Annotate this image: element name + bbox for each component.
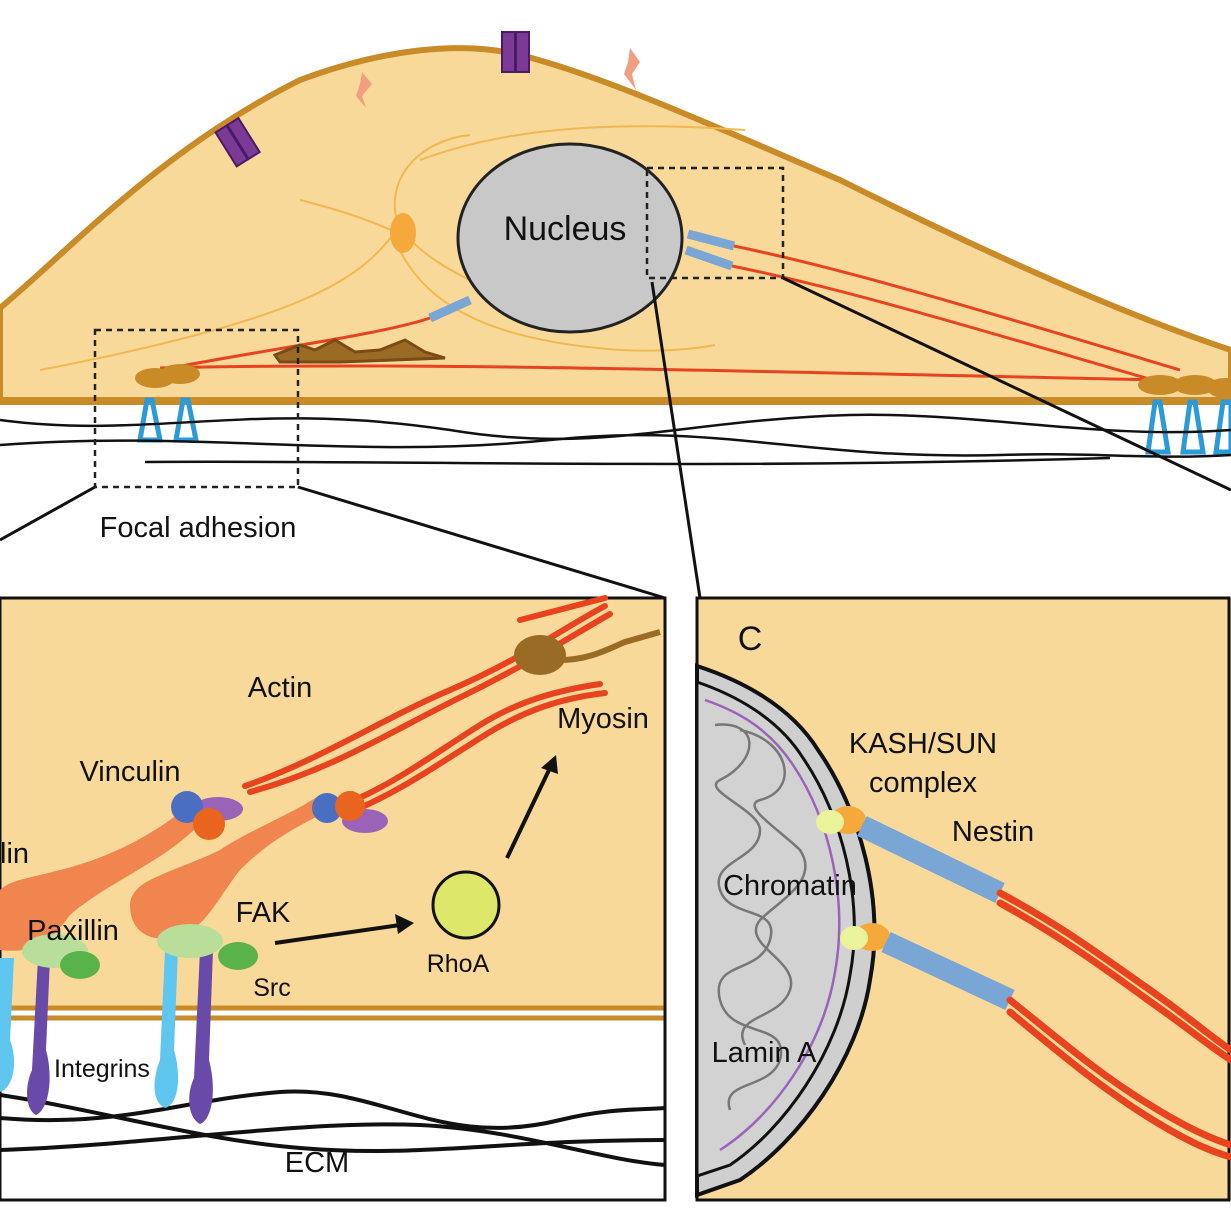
myosin-filament [272, 338, 446, 364]
talin-left [0, 800, 205, 951]
connector-fa-left [0, 485, 96, 542]
panel-b-ecm-fibers [0, 1089, 666, 1167]
kash-sun-label-line2: complex [869, 767, 977, 799]
connector-nuc-right [782, 276, 1231, 492]
paxillin-label: Paxillin [27, 915, 119, 947]
actin-label: Actin [248, 672, 312, 704]
vinculin-label: Vinculin [79, 756, 180, 788]
vinculin-cluster-2 [312, 791, 388, 833]
rhoa-circle [431, 870, 501, 940]
actin-bundle-1 [242, 595, 613, 795]
src-1 [60, 951, 100, 979]
cell-overview: Nucleus [0, 31, 1231, 600]
focal-adhesion-label: Focal adhesion [100, 512, 297, 544]
talin-label: lin [0, 838, 29, 870]
membrane-receptor-1 [356, 72, 372, 108]
rhoa-to-myosin-arrow [505, 755, 558, 859]
kash-sun-label-line1: KASH/SUN [849, 728, 997, 760]
nestin-label: Nestin [952, 816, 1034, 848]
nestin-bar-2 [684, 245, 734, 271]
connector-fa-right [297, 485, 666, 600]
chromatin-label: Chromatin [723, 870, 857, 902]
panel-nuclear-envelope: C KASH/SUN complex Nestin Chromatin Lami… [695, 596, 1231, 1202]
myosin-label: Myosin [557, 703, 649, 735]
nucleus-label: Nucleus [504, 210, 627, 248]
panel-c-actin-1 [996, 889, 1231, 1064]
lamin-a-label: Lamin A [712, 1037, 817, 1069]
fak-to-rhoa-arrow [274, 914, 414, 945]
integrin-pair-2 [154, 950, 213, 1124]
nucleus [456, 142, 684, 334]
integrin-pair-1 [0, 958, 50, 1115]
intermediate-filament-node [390, 213, 416, 253]
paxillin-2 [157, 924, 223, 958]
focal-adhesion-zoom-box [93, 328, 300, 489]
ecm-label: ECM [285, 1147, 349, 1179]
chromatin-fiber [714, 723, 807, 1111]
src-2 [218, 942, 258, 970]
nestin-rod-2 [881, 932, 1015, 1010]
membrane-receptor-2 [624, 48, 640, 90]
integrins-label: Integrins [54, 1055, 150, 1083]
myosin-tail [559, 629, 661, 663]
panel-b-frame [0, 596, 667, 1202]
panel-b-ecm-area [0, 1022, 665, 1200]
panel-focal-adhesion: Actin Myosin Vinculin lin Paxillin FAK S… [0, 595, 667, 1202]
myosin-head [514, 635, 566, 675]
vinculin-cluster-1 [171, 791, 243, 840]
kash-sun-complex-1 [816, 806, 866, 834]
focal-adhesion-right [1138, 375, 1231, 455]
ion-channel-left [214, 116, 262, 168]
focal-adhesion-left [135, 364, 200, 443]
connector-nuc-left [650, 281, 702, 599]
nuclear-zoom-box [645, 166, 785, 280]
lamin-a-layer [704, 698, 841, 1152]
src-label: Src [253, 974, 291, 1002]
fak-label: FAK [236, 897, 291, 929]
rhoa-label: RhoA [427, 950, 490, 978]
ion-channel-top [501, 31, 530, 73]
nestin-bar-3 [428, 295, 472, 323]
panel-c-letter: C [738, 620, 763, 658]
kash-sun-complex-2 [840, 923, 890, 951]
actin-bundle-2 [352, 681, 608, 811]
ecm-fibers-top [0, 413, 1231, 466]
panel-c-actin-2 [1006, 996, 1231, 1161]
nestin-rod-1 [857, 816, 1005, 903]
talin-right [130, 795, 330, 939]
nestin-bar-1 [686, 229, 736, 251]
